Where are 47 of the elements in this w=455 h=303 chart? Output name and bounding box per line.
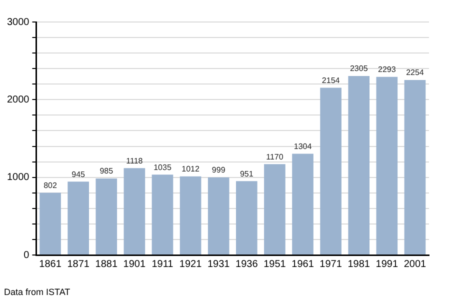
bar [376,76,398,254]
bar [96,178,118,254]
data-label: 2154 [322,76,340,85]
data-label: 1304 [294,142,312,151]
x-tick-label: 1971 [320,258,342,270]
data-label: 985 [100,166,114,176]
bar [180,176,202,254]
data-label: 1170 [266,152,284,162]
x-tick-label: 1951 [264,258,286,270]
data-label: 999 [212,166,226,175]
y-tick-label: 1000 [6,172,30,184]
bar [124,168,146,254]
x-tick-label: 1861 [39,258,62,270]
y-tick-label: 3000 [6,16,30,28]
data-label: 951 [240,169,254,178]
data-label: 2305 [350,64,368,74]
data-label: 802 [44,180,58,190]
data-label: 1012 [182,164,200,174]
x-tick-label: 1936 [236,258,258,270]
data-label: 1035 [154,162,172,172]
x-tick-label: 1921 [179,258,202,270]
text: Data from ISTAT [4,286,71,297]
x-tick-label: 1881 [95,258,118,270]
x-tick-label: 1911 [152,258,174,270]
data-label: 1118 [126,156,144,166]
bar [236,181,258,254]
y-tick-label: 0 [24,250,30,261]
bar [404,80,426,254]
bar [348,76,370,254]
bar [40,192,61,254]
bar [292,154,314,254]
x-tick-label: 1981 [348,258,370,270]
x-tick-label: 1931 [207,258,230,270]
x-tick-label: 1901 [123,258,146,270]
data-label: 2254 [406,68,424,78]
y-tick-label: 2000 [6,94,30,106]
bar [68,182,89,254]
x-tick-label: 2001 [404,258,427,270]
bar [208,177,230,254]
bar [320,88,342,254]
bar [264,164,286,254]
x-tick-label: 1871 [67,258,90,270]
x-tick-label: 1991 [376,258,398,270]
x-tick-label: 1961 [292,258,314,270]
data-label: 2293 [378,65,396,74]
bar [152,174,174,254]
data-label: 945 [72,170,86,179]
